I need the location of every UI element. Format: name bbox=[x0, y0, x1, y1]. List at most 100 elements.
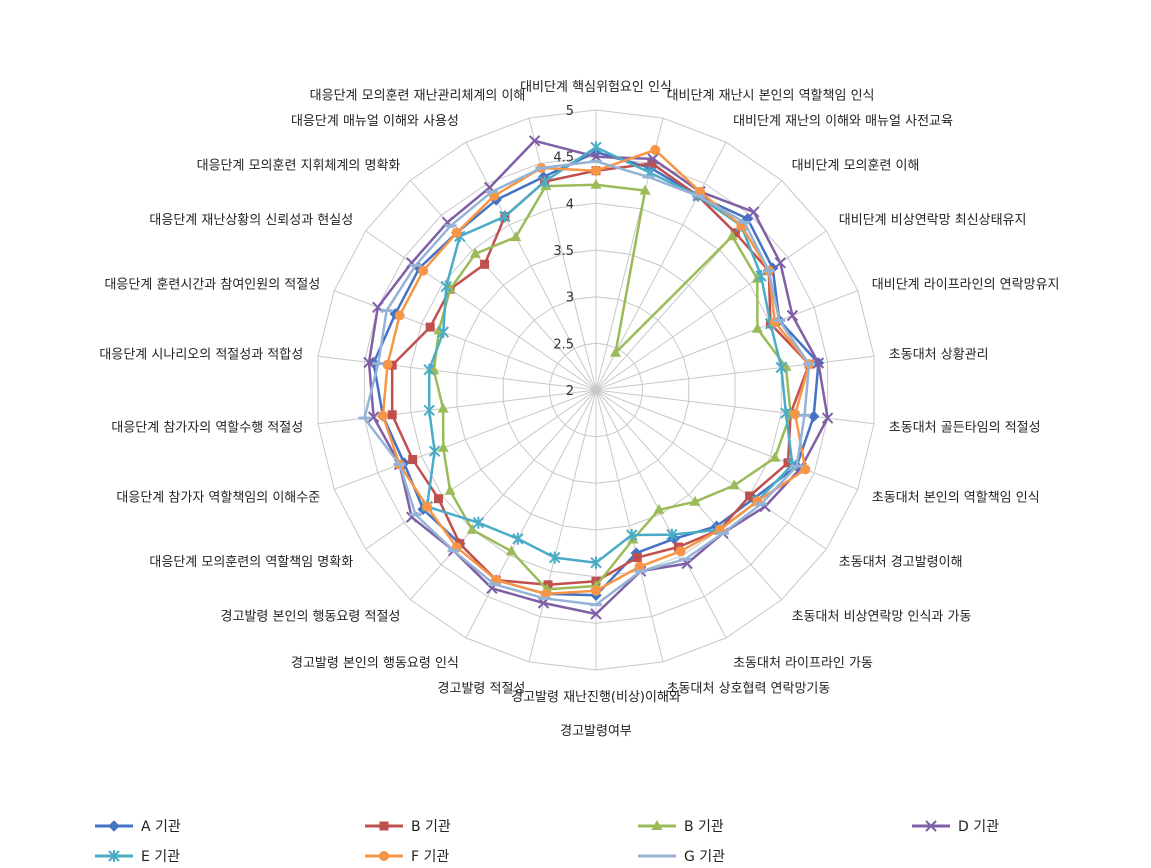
category-label: 대응단계 재난상황의 신뢰성과 현실성 bbox=[149, 213, 353, 228]
data-point bbox=[780, 407, 792, 420]
data-point bbox=[647, 153, 659, 165]
data-point bbox=[428, 445, 441, 458]
category-label: 대응단계 훈련시간과 참여인원의 적절성 bbox=[104, 277, 320, 292]
tick-label: 5 bbox=[566, 104, 574, 119]
data-point bbox=[774, 257, 787, 269]
tick-label: 4 bbox=[566, 197, 574, 212]
data-point bbox=[627, 533, 639, 544]
data-point bbox=[408, 455, 418, 464]
legend-label: D 기관 bbox=[958, 819, 999, 835]
radial-tick-labels: 2 2.5 3 3.5 4 4.5 5 bbox=[553, 104, 574, 399]
grid-spoke bbox=[595, 230, 827, 391]
data-point bbox=[751, 322, 763, 333]
data-point bbox=[790, 409, 801, 420]
category-label: 대응단계 매뉴얼 이해와 사용성 bbox=[291, 114, 459, 129]
data-point bbox=[499, 210, 511, 223]
data-point bbox=[590, 608, 602, 620]
category-label: 초동대처 경고발령이해 bbox=[839, 555, 963, 570]
category-label: 초동대처 상황관리 bbox=[889, 348, 989, 363]
data-point bbox=[423, 363, 435, 376]
data-point bbox=[540, 180, 552, 191]
data-point bbox=[634, 561, 645, 572]
data-point bbox=[480, 259, 490, 269]
data-point bbox=[745, 491, 755, 501]
data-point bbox=[639, 184, 651, 195]
legend-label: G 기관 bbox=[684, 849, 725, 865]
data-point bbox=[472, 516, 485, 529]
category-label: 초동대처 라이프라인 가동 bbox=[733, 656, 873, 671]
legend-item: G 기관 bbox=[638, 849, 725, 865]
category-label: 초동대처 골든타임의 적절성 bbox=[889, 420, 1041, 435]
grid-spoke bbox=[409, 389, 597, 600]
data-point bbox=[543, 580, 553, 590]
data-point bbox=[510, 231, 522, 242]
series-3 bbox=[363, 135, 834, 620]
data-point bbox=[590, 556, 602, 569]
data-point bbox=[775, 361, 788, 374]
grid-spoke bbox=[465, 389, 597, 639]
data-point bbox=[632, 553, 642, 563]
data-point bbox=[437, 402, 449, 413]
grid-spoke bbox=[595, 389, 858, 490]
category-label: 대비단계 재난시 본인의 역할책임 인식 bbox=[667, 89, 875, 104]
legend-label: E 기관 bbox=[141, 849, 180, 865]
grid-spoke bbox=[595, 290, 858, 391]
grid-spoke bbox=[595, 141, 727, 391]
data-point bbox=[590, 141, 602, 154]
data-point bbox=[650, 144, 661, 155]
data-point bbox=[377, 410, 388, 421]
data-point bbox=[423, 404, 435, 417]
data-point bbox=[812, 357, 825, 369]
category-label: 대비단계 핵심위험요인 인식 bbox=[520, 80, 672, 95]
legend-item: B 기관 bbox=[365, 819, 451, 835]
data-point bbox=[540, 588, 551, 599]
grid-spoke bbox=[365, 230, 597, 391]
legend-item: A 기관 bbox=[95, 819, 181, 835]
grid-spoke bbox=[595, 389, 664, 663]
data-point bbox=[625, 529, 638, 541]
data-point bbox=[783, 458, 793, 468]
data-point bbox=[451, 227, 462, 238]
data-point bbox=[512, 532, 524, 545]
legend: A 기관 B 기관 B 기관 D 기관 E 기관 F 기관 G 기관 bbox=[95, 819, 999, 865]
category-label: 경고발령 재난진행(비상)이해와 경고발령여부 bbox=[511, 689, 681, 739]
data-point bbox=[469, 247, 481, 258]
grid-spoke bbox=[317, 355, 597, 391]
data-point bbox=[466, 523, 478, 534]
data-point bbox=[387, 410, 397, 420]
category-label: 초동대처 상호협력 연락망기동 bbox=[667, 681, 831, 696]
legend-item: D 기관 bbox=[912, 819, 999, 835]
tick-label: 4.5 bbox=[553, 151, 574, 166]
data-point bbox=[108, 850, 120, 862]
data-point bbox=[800, 464, 811, 475]
category-label: 초동대처 비상연락망 인식과 가동 bbox=[792, 609, 972, 624]
data-point bbox=[394, 310, 405, 321]
category-label: 대응단계 참가자의 역할수행 적절성 bbox=[111, 419, 303, 435]
data-point bbox=[425, 322, 435, 332]
legend-label: B 기관 bbox=[411, 819, 451, 835]
grid-spoke bbox=[409, 180, 597, 391]
data-point bbox=[528, 135, 541, 147]
category-label: 경고발령 적절성 bbox=[438, 681, 526, 696]
legend-item: E 기관 bbox=[95, 849, 180, 865]
grid-spoke bbox=[365, 389, 597, 550]
legend-item: F 기관 bbox=[365, 849, 449, 865]
data-point bbox=[653, 503, 665, 514]
category-label: 대비단계 라이프라인의 연락망유지 bbox=[872, 277, 1060, 292]
data-point bbox=[382, 359, 393, 370]
series-line bbox=[432, 183, 792, 591]
data-point bbox=[591, 165, 601, 176]
data-point bbox=[751, 272, 763, 283]
data-point bbox=[610, 346, 621, 357]
legend-label: B 기관 bbox=[684, 819, 724, 835]
grid-spoke bbox=[334, 389, 597, 490]
tick-label: 3 bbox=[566, 291, 574, 306]
grid-spoke bbox=[595, 355, 875, 391]
grid-spoke bbox=[595, 389, 827, 550]
data-point bbox=[367, 411, 380, 423]
data-point bbox=[538, 175, 551, 188]
data-point bbox=[548, 551, 561, 564]
category-label: 초동대처 본인의 역할책임 인식 bbox=[872, 491, 1040, 506]
data-point bbox=[666, 528, 678, 541]
